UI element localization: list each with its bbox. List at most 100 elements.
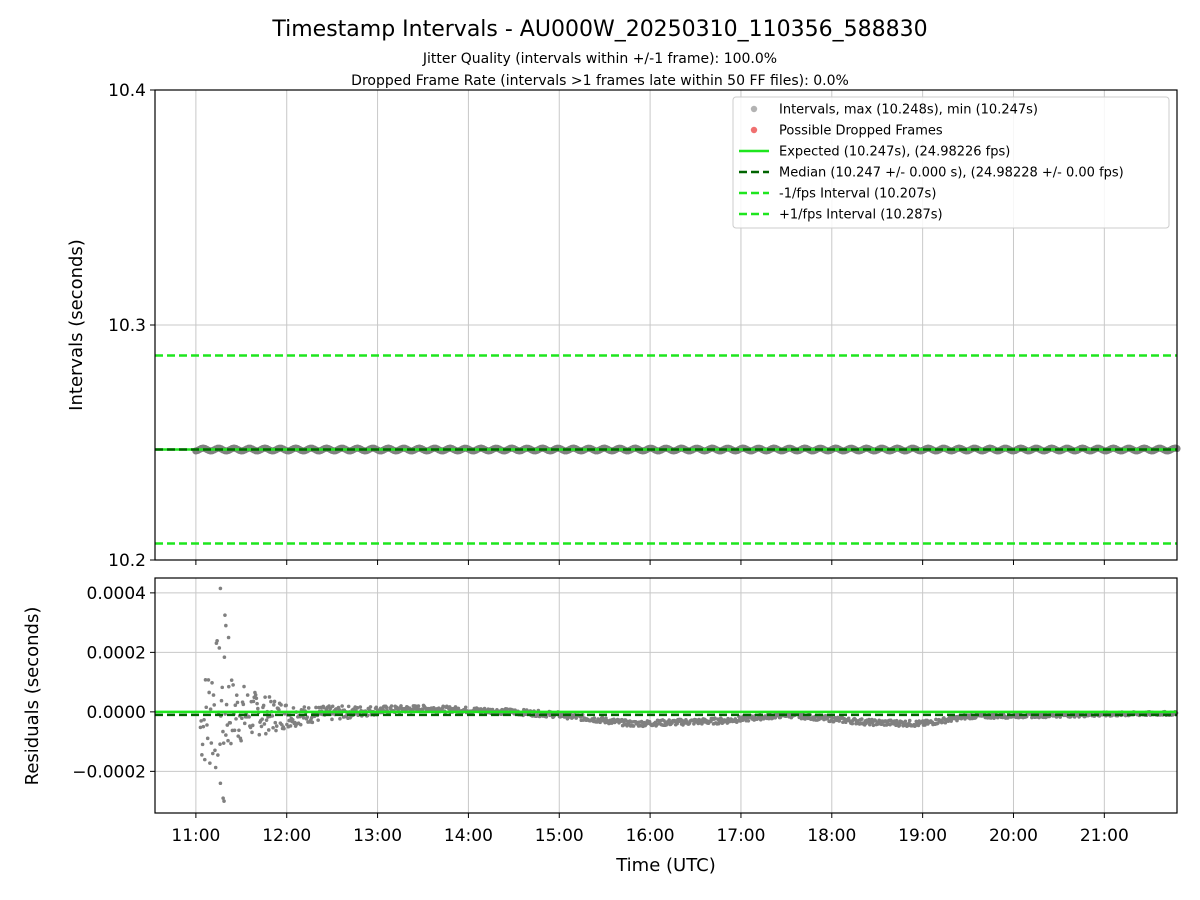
residual-point — [198, 725, 203, 730]
residual-point — [263, 695, 267, 699]
residual-point — [202, 718, 206, 722]
residual-point — [346, 704, 351, 709]
residual-point — [231, 683, 235, 687]
residuals-y-ticks: −0.0002 0.0000 0.0002 0.0004 — [72, 584, 155, 782]
residual-point — [832, 719, 836, 723]
residual-point — [273, 720, 278, 725]
residual-point — [229, 741, 233, 746]
residual-point — [255, 701, 259, 706]
residual-point — [264, 731, 268, 736]
legend-gray-point-marker — [750, 105, 758, 113]
x-axis-label: Time (UTC) — [615, 855, 716, 876]
residual-point — [600, 715, 605, 720]
x-tick-label: 16:00 — [626, 826, 675, 846]
residual-point — [271, 725, 275, 730]
residual-point — [456, 706, 461, 711]
residual-outlier-point — [218, 586, 223, 591]
residual-point — [259, 724, 264, 729]
residual-point — [374, 705, 379, 710]
residual-point — [216, 753, 220, 757]
residual-point — [389, 704, 394, 708]
residual-point — [338, 716, 342, 721]
x-tick-label: 18:00 — [807, 826, 856, 846]
residual-point — [667, 718, 671, 722]
residual-point — [200, 753, 204, 757]
residual-point — [215, 638, 219, 643]
legend-label-median: Median (10.247 +/- 0.000 s), (24.98228 +… — [779, 166, 1124, 181]
x-tick-label: 17:00 — [716, 826, 765, 846]
residual-point — [272, 703, 276, 707]
residual-point — [337, 707, 342, 712]
residual-point — [225, 723, 230, 727]
legend-entry-intervals: Intervals, max (10.248s), min (10.247s) — [750, 103, 1038, 118]
residual-point — [210, 681, 214, 685]
residual-point — [279, 703, 283, 707]
residual-point — [859, 717, 864, 721]
legend-entry-expected: Expected (10.247s), (24.98226 fps) — [739, 145, 1010, 160]
residual-point — [306, 706, 311, 710]
residual-point — [220, 685, 225, 690]
residual-point — [368, 705, 373, 709]
residual-point — [310, 720, 315, 725]
residual-point — [284, 703, 288, 708]
intervals-y-ticks: 10.2 10.3 10.4 — [108, 81, 155, 571]
residual-point — [746, 718, 751, 723]
residual-point — [213, 748, 217, 753]
residual-point — [239, 738, 243, 743]
residual-point — [226, 684, 231, 689]
residual-outlier-point — [218, 781, 223, 786]
residual-point — [201, 724, 206, 729]
residual-point — [316, 718, 320, 722]
residual-point — [242, 721, 247, 726]
residual-point — [264, 718, 269, 722]
legend-label-intervals: Intervals, max (10.248s), min (10.247s) — [779, 103, 1038, 118]
legend-entry-minus-fps: -1/fps Interval (10.207s) — [739, 187, 936, 202]
legend-label-expected: Expected (10.247s), (24.98226 fps) — [779, 145, 1010, 160]
residual-point — [598, 720, 602, 725]
x-tick-label: 15:00 — [535, 826, 584, 846]
residual-point — [240, 716, 244, 721]
residual-point — [235, 700, 240, 705]
residual-point — [217, 646, 222, 650]
residual-point — [207, 690, 211, 695]
residual-point — [213, 765, 218, 770]
intervals-x-ticks — [195, 560, 1105, 565]
x-tick-label: 21:00 — [1080, 826, 1129, 846]
residual-point — [260, 717, 264, 721]
chart-subtitle-jitter: Jitter Quality (intervals within +/-1 fr… — [422, 51, 777, 67]
residual-outlier-point — [226, 635, 231, 640]
residual-point — [298, 722, 303, 727]
intervals-y-tick-label: 10.4 — [108, 81, 146, 101]
residual-point — [254, 696, 259, 701]
residual-point — [272, 699, 277, 704]
x-tick-label: 11:00 — [171, 826, 220, 846]
legend-label-plus-fps: +1/fps Interval (10.287s) — [779, 208, 943, 223]
residual-point — [205, 723, 209, 727]
residual-point — [226, 738, 230, 743]
residual-point — [355, 706, 360, 710]
residuals-grid — [155, 578, 1177, 813]
residual-point — [416, 704, 421, 708]
legend-box — [732, 96, 1170, 229]
residual-point — [322, 705, 326, 710]
intervals-y-tick-label: 10.2 — [108, 551, 146, 571]
residual-point — [229, 678, 234, 682]
residual-point — [236, 734, 241, 738]
residual-outlier-point — [222, 799, 226, 803]
residuals-y-tick-label: 0.0000 — [87, 703, 146, 723]
residuals-y-tick-label: 0.0002 — [87, 643, 146, 663]
residual-point — [250, 730, 254, 735]
residual-point — [274, 724, 279, 728]
residual-point — [620, 717, 624, 722]
residual-point — [221, 729, 225, 734]
intervals-y-axis-label: Intervals (seconds) — [66, 239, 87, 411]
legend-entry-median: Median (10.247 +/- 0.000 s), (24.98228 +… — [739, 166, 1124, 181]
residual-point — [203, 678, 208, 682]
residual-point — [212, 703, 217, 707]
residual-point — [463, 705, 468, 710]
residual-point — [266, 728, 271, 732]
residuals-reference-lines — [155, 710, 1177, 717]
chart-subtitle-dropped: Dropped Frame Rate (intervals >1 frames … — [351, 73, 849, 89]
legend-red-point-marker — [750, 126, 758, 134]
residual-point — [233, 703, 238, 707]
